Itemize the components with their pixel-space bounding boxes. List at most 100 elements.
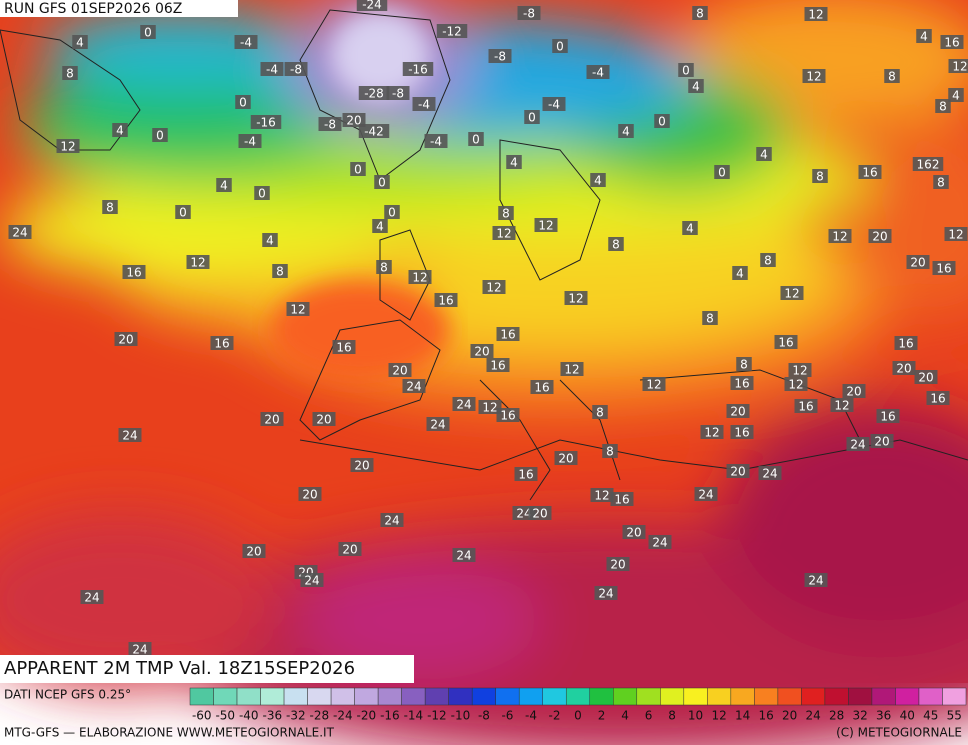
contour-label: 8	[888, 70, 896, 84]
label-box	[152, 128, 168, 142]
color-swatch	[589, 687, 614, 706]
contour-label: -42	[364, 125, 384, 139]
label-box	[774, 335, 798, 349]
label-box	[388, 363, 412, 377]
contour-label: 162	[917, 158, 940, 172]
contour-label: 4	[760, 148, 768, 162]
label-box	[682, 221, 698, 235]
label-box	[804, 573, 828, 587]
label-box	[62, 66, 78, 80]
color-swatch	[730, 687, 755, 706]
label-box	[312, 412, 336, 426]
legend-label: -8	[478, 709, 490, 723]
label-box	[610, 492, 634, 506]
color-swatch	[424, 687, 449, 706]
color-swatch	[307, 687, 332, 706]
contour-label: 24	[430, 418, 445, 432]
label-box	[530, 380, 554, 394]
contour-label: 20	[730, 465, 745, 479]
label-box	[412, 97, 436, 111]
contour-label: 0	[156, 129, 164, 143]
label-box	[586, 65, 610, 79]
label-box	[914, 370, 938, 384]
label-box	[436, 24, 468, 38]
contour-label: 16	[862, 166, 877, 180]
label-box	[374, 175, 390, 189]
contour-label: 0	[388, 206, 396, 220]
contour-label: 0	[354, 163, 362, 177]
contour-label: 12	[412, 271, 427, 285]
contour-label: 4	[736, 267, 744, 281]
contour-label: -4	[592, 66, 604, 80]
label-box	[452, 397, 476, 411]
contour-label: 20	[354, 459, 369, 473]
legend-label: 40	[900, 709, 915, 723]
color-swatch	[330, 687, 355, 706]
label-box	[384, 205, 400, 219]
contour-label: 0	[528, 111, 536, 125]
contour-label: 4	[376, 220, 384, 234]
contour-label: 24	[808, 574, 823, 588]
label-box	[788, 363, 812, 377]
contour-label: 8	[706, 312, 714, 326]
label-box	[542, 97, 566, 111]
label-box	[452, 548, 476, 562]
map-title: APPARENT 2M TMP Val. 18Z15SEP2026	[4, 658, 355, 679]
contour-label: 8	[696, 7, 704, 21]
label-box	[794, 399, 818, 413]
contour-label: 20	[910, 256, 925, 270]
contour-label: 20	[846, 385, 861, 399]
contour-label: 12	[646, 378, 661, 392]
label-box	[72, 35, 88, 49]
color-swatch	[448, 687, 473, 706]
contour-label: 8	[740, 358, 748, 372]
contour-label: 16	[126, 266, 141, 280]
label-box	[350, 458, 374, 472]
label-box	[858, 165, 882, 179]
label-box	[948, 59, 968, 73]
contour-label: 0	[258, 187, 266, 201]
label-box	[342, 113, 366, 127]
contour-label: 24	[652, 536, 667, 550]
label-box	[932, 261, 956, 275]
legend-label: -24	[333, 709, 353, 723]
legend-label: -14	[404, 709, 424, 723]
label-box	[56, 139, 80, 153]
label-box	[760, 253, 776, 267]
contour-label: 20	[872, 230, 887, 244]
contour-label: 0	[144, 26, 152, 40]
contour-label: 8	[764, 254, 772, 268]
label-box	[828, 229, 852, 243]
contour-label: 20	[392, 364, 407, 378]
color-swatch	[942, 687, 967, 706]
contour-label: -4	[418, 98, 430, 112]
label-box	[730, 425, 754, 439]
label-box	[892, 361, 916, 375]
contour-label: 0	[179, 206, 187, 220]
label-box	[642, 377, 666, 391]
label-box	[122, 265, 146, 279]
label-box	[102, 200, 118, 214]
legend-label: -36	[262, 709, 282, 723]
label-box	[118, 428, 142, 442]
contour-label: 12	[538, 219, 553, 233]
label-box	[726, 464, 750, 478]
label-box	[894, 336, 918, 350]
legend-label: -2	[549, 709, 561, 723]
label-box	[524, 110, 540, 124]
contour-label: 24	[762, 467, 777, 481]
label-box	[940, 35, 964, 49]
label-box	[702, 311, 718, 325]
contour-label: -4	[548, 98, 560, 112]
label-box	[606, 557, 630, 571]
label-box	[486, 358, 510, 372]
label-box	[286, 302, 310, 316]
contour-label: 0	[682, 64, 690, 78]
label-box	[868, 229, 892, 243]
contour-label: 16	[490, 359, 505, 373]
contour-label: 12	[834, 399, 849, 413]
contour-label: -24	[362, 0, 382, 12]
contour-label: 0	[239, 96, 247, 110]
contour-label: 24	[384, 514, 399, 528]
